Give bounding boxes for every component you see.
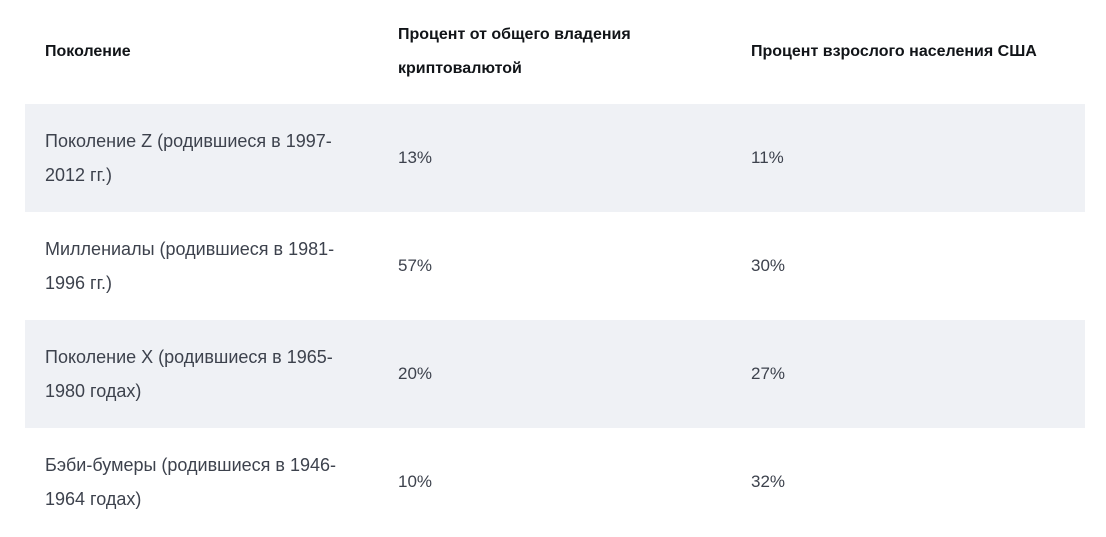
table-row: Поколение Z (родившиеся в 1997-2012 гг.)… — [25, 104, 1085, 212]
generation-cell: Поколение Z (родившиеся в 1997-2012 гг.) — [45, 131, 332, 185]
crypto-ownership-cell: 57% — [398, 256, 433, 275]
table-row: Миллениалы (родившиеся в 1981-1996 гг.) … — [25, 212, 1085, 320]
generation-cell: Бэби-бумеры (родившиеся в 1946-1964 года… — [45, 455, 336, 509]
us-adult-population-cell: 11% — [751, 148, 784, 167]
crypto-ownership-cell: 20% — [398, 364, 433, 383]
header-crypto-ownership: Процент от общего владения криптовалютой — [398, 26, 631, 77]
table-header-row: Поколение Процент от общего владения кри… — [25, 0, 1085, 104]
generation-cell: Миллениалы (родившиеся в 1981-1996 гг.) — [45, 239, 335, 293]
table-row: Поколение X (родившиеся в 1965-1980 года… — [25, 320, 1085, 428]
crypto-ownership-cell: 13% — [398, 148, 433, 167]
us-adult-population-cell: 32% — [751, 472, 786, 491]
generation-cell: Поколение X (родившиеся в 1965-1980 года… — [45, 347, 333, 401]
us-adult-population-cell: 30% — [751, 256, 786, 275]
crypto-ownership-cell: 10% — [398, 472, 433, 491]
table-row: Бэби-бумеры (родившиеся в 1946-1964 года… — [25, 428, 1085, 536]
us-adult-population-cell: 27% — [751, 364, 786, 383]
generation-crypto-table: Поколение Процент от общего владения кри… — [25, 0, 1085, 536]
header-us-adult-population: Процент взрослого населения США — [751, 43, 1037, 60]
header-generation: Поколение — [45, 43, 131, 60]
